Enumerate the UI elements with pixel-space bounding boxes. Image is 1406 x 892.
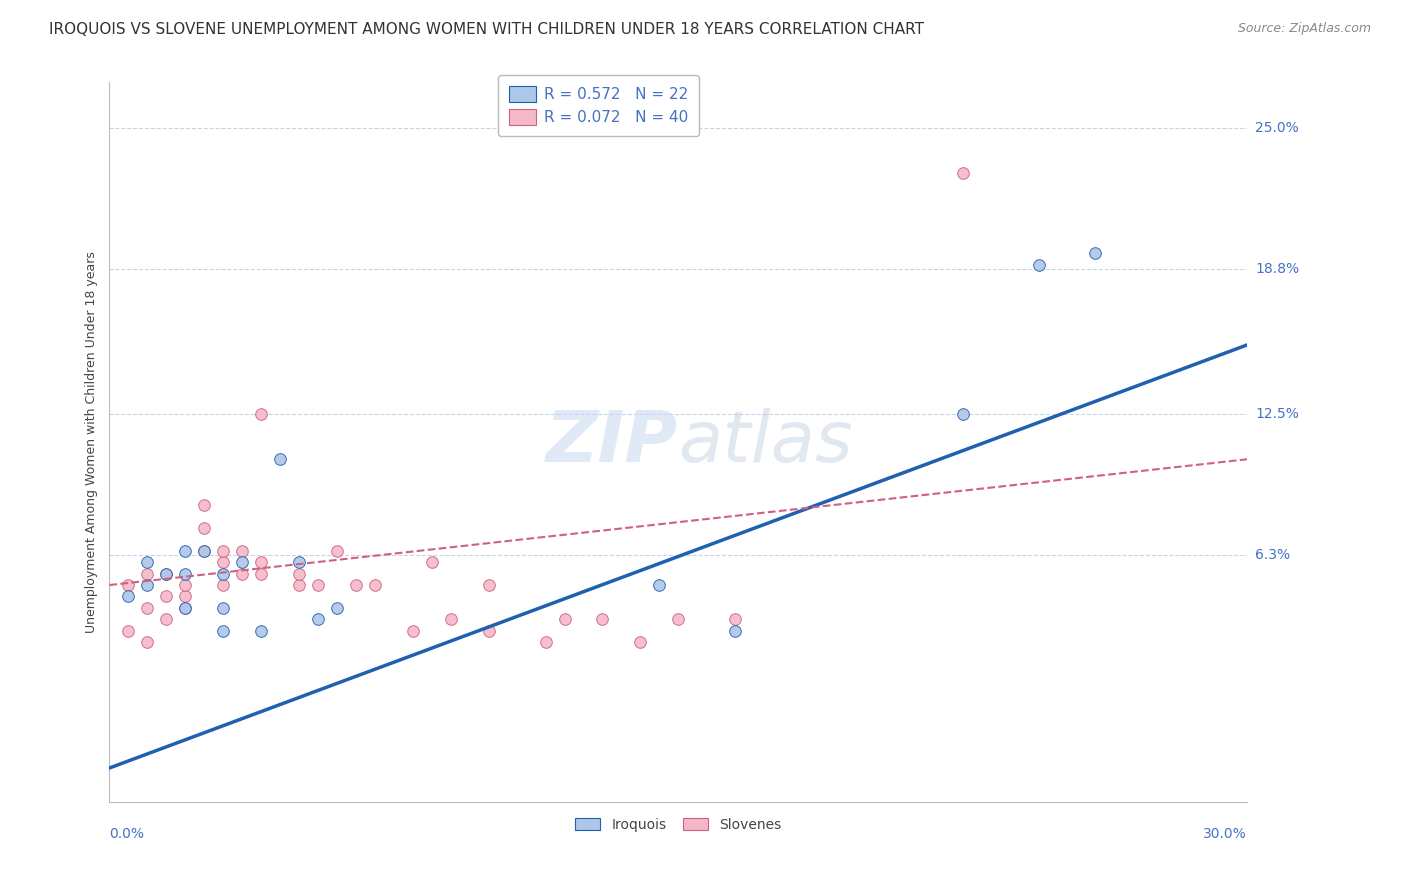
Legend: Iroquois, Slovenes: Iroquois, Slovenes: [568, 811, 789, 838]
Point: [344, 578, 367, 592]
Point: [193, 498, 215, 512]
Text: IROQUOIS VS SLOVENE UNEMPLOYMENT AMONG WOMEN WITH CHILDREN UNDER 18 YEARS CORREL: IROQUOIS VS SLOVENE UNEMPLOYMENT AMONG W…: [49, 22, 924, 37]
Point: [136, 635, 159, 649]
Point: [307, 612, 329, 626]
Point: [193, 543, 215, 558]
Point: [648, 578, 671, 592]
Point: [420, 555, 443, 569]
Point: [307, 578, 329, 592]
Point: [155, 612, 177, 626]
Point: [174, 566, 197, 581]
Point: [136, 601, 159, 615]
Point: [724, 624, 747, 638]
Point: [288, 555, 311, 569]
Point: [478, 624, 501, 638]
Point: [117, 578, 139, 592]
Y-axis label: Unemployment Among Women with Children Under 18 years: Unemployment Among Women with Children U…: [86, 252, 98, 633]
Point: [212, 543, 235, 558]
Point: [288, 578, 311, 592]
Point: [117, 590, 139, 604]
Text: 18.8%: 18.8%: [1256, 262, 1299, 277]
Point: [117, 624, 139, 638]
Point: [136, 578, 159, 592]
Point: [212, 578, 235, 592]
Point: [212, 555, 235, 569]
Point: [212, 566, 235, 581]
Point: [231, 543, 253, 558]
Point: [174, 578, 197, 592]
Text: 0.0%: 0.0%: [110, 827, 145, 841]
Point: [155, 566, 177, 581]
Point: [136, 566, 159, 581]
Point: [628, 635, 651, 649]
Point: [1084, 246, 1107, 260]
Point: [231, 555, 253, 569]
Text: ZIP: ZIP: [546, 408, 678, 476]
Text: 6.3%: 6.3%: [1256, 549, 1291, 562]
Point: [250, 624, 273, 638]
Point: [553, 612, 575, 626]
Point: [666, 612, 689, 626]
Text: 12.5%: 12.5%: [1256, 407, 1299, 420]
Point: [326, 601, 349, 615]
Point: [364, 578, 387, 592]
Point: [952, 407, 974, 421]
Point: [591, 612, 613, 626]
Point: [724, 612, 747, 626]
Point: [250, 407, 273, 421]
Point: [174, 601, 197, 615]
Point: [326, 543, 349, 558]
Text: 30.0%: 30.0%: [1204, 827, 1247, 841]
Point: [174, 543, 197, 558]
Text: 25.0%: 25.0%: [1256, 120, 1299, 135]
Point: [174, 590, 197, 604]
Text: atlas: atlas: [678, 408, 853, 476]
Point: [212, 624, 235, 638]
Point: [212, 601, 235, 615]
Point: [269, 452, 291, 467]
Point: [231, 566, 253, 581]
Point: [155, 590, 177, 604]
Point: [250, 566, 273, 581]
Point: [534, 635, 557, 649]
Point: [952, 166, 974, 180]
Point: [288, 566, 311, 581]
Text: Source: ZipAtlas.com: Source: ZipAtlas.com: [1237, 22, 1371, 36]
Point: [136, 555, 159, 569]
Point: [440, 612, 463, 626]
Point: [250, 555, 273, 569]
Point: [478, 578, 501, 592]
Point: [193, 543, 215, 558]
Point: [402, 624, 425, 638]
Point: [155, 566, 177, 581]
Point: [1028, 258, 1050, 272]
Point: [174, 601, 197, 615]
Point: [193, 521, 215, 535]
